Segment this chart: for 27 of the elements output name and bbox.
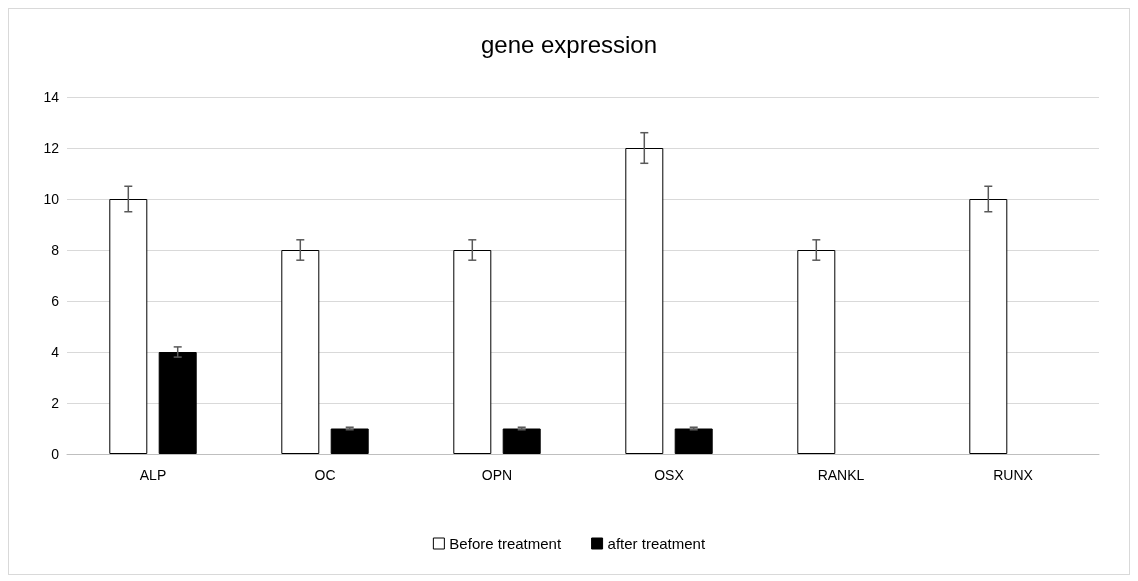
y-tick-label: 2 (51, 395, 60, 411)
legend-label: Before treatment (449, 535, 562, 552)
x-tick-label: RUNX (993, 467, 1034, 483)
x-tick-label: OC (314, 467, 336, 483)
bar (502, 428, 541, 454)
bar (453, 250, 492, 454)
y-tick-label: 10 (43, 191, 60, 207)
y-tick-label: 8 (51, 242, 60, 258)
y-tick-label: 12 (43, 140, 60, 156)
y-tick-label: 0 (51, 446, 60, 462)
x-tick-label: ALP (139, 467, 167, 483)
y-tick-label: 4 (51, 344, 60, 360)
y-tick-label: 14 (43, 89, 60, 105)
bar (330, 428, 369, 454)
bar (797, 250, 836, 454)
legend-label: after treatment (607, 535, 706, 552)
y-tick-label: 6 (51, 293, 60, 309)
bar (281, 250, 320, 454)
x-tick-label: OSX (654, 467, 685, 483)
bar (674, 428, 713, 454)
bar (109, 199, 148, 454)
x-tick-label: RANKL (817, 467, 865, 483)
bar (158, 352, 197, 454)
bar (969, 199, 1008, 454)
x-tick-label: OPN (481, 467, 513, 483)
bar (625, 148, 664, 454)
chart-title: gene expression (480, 30, 658, 58)
